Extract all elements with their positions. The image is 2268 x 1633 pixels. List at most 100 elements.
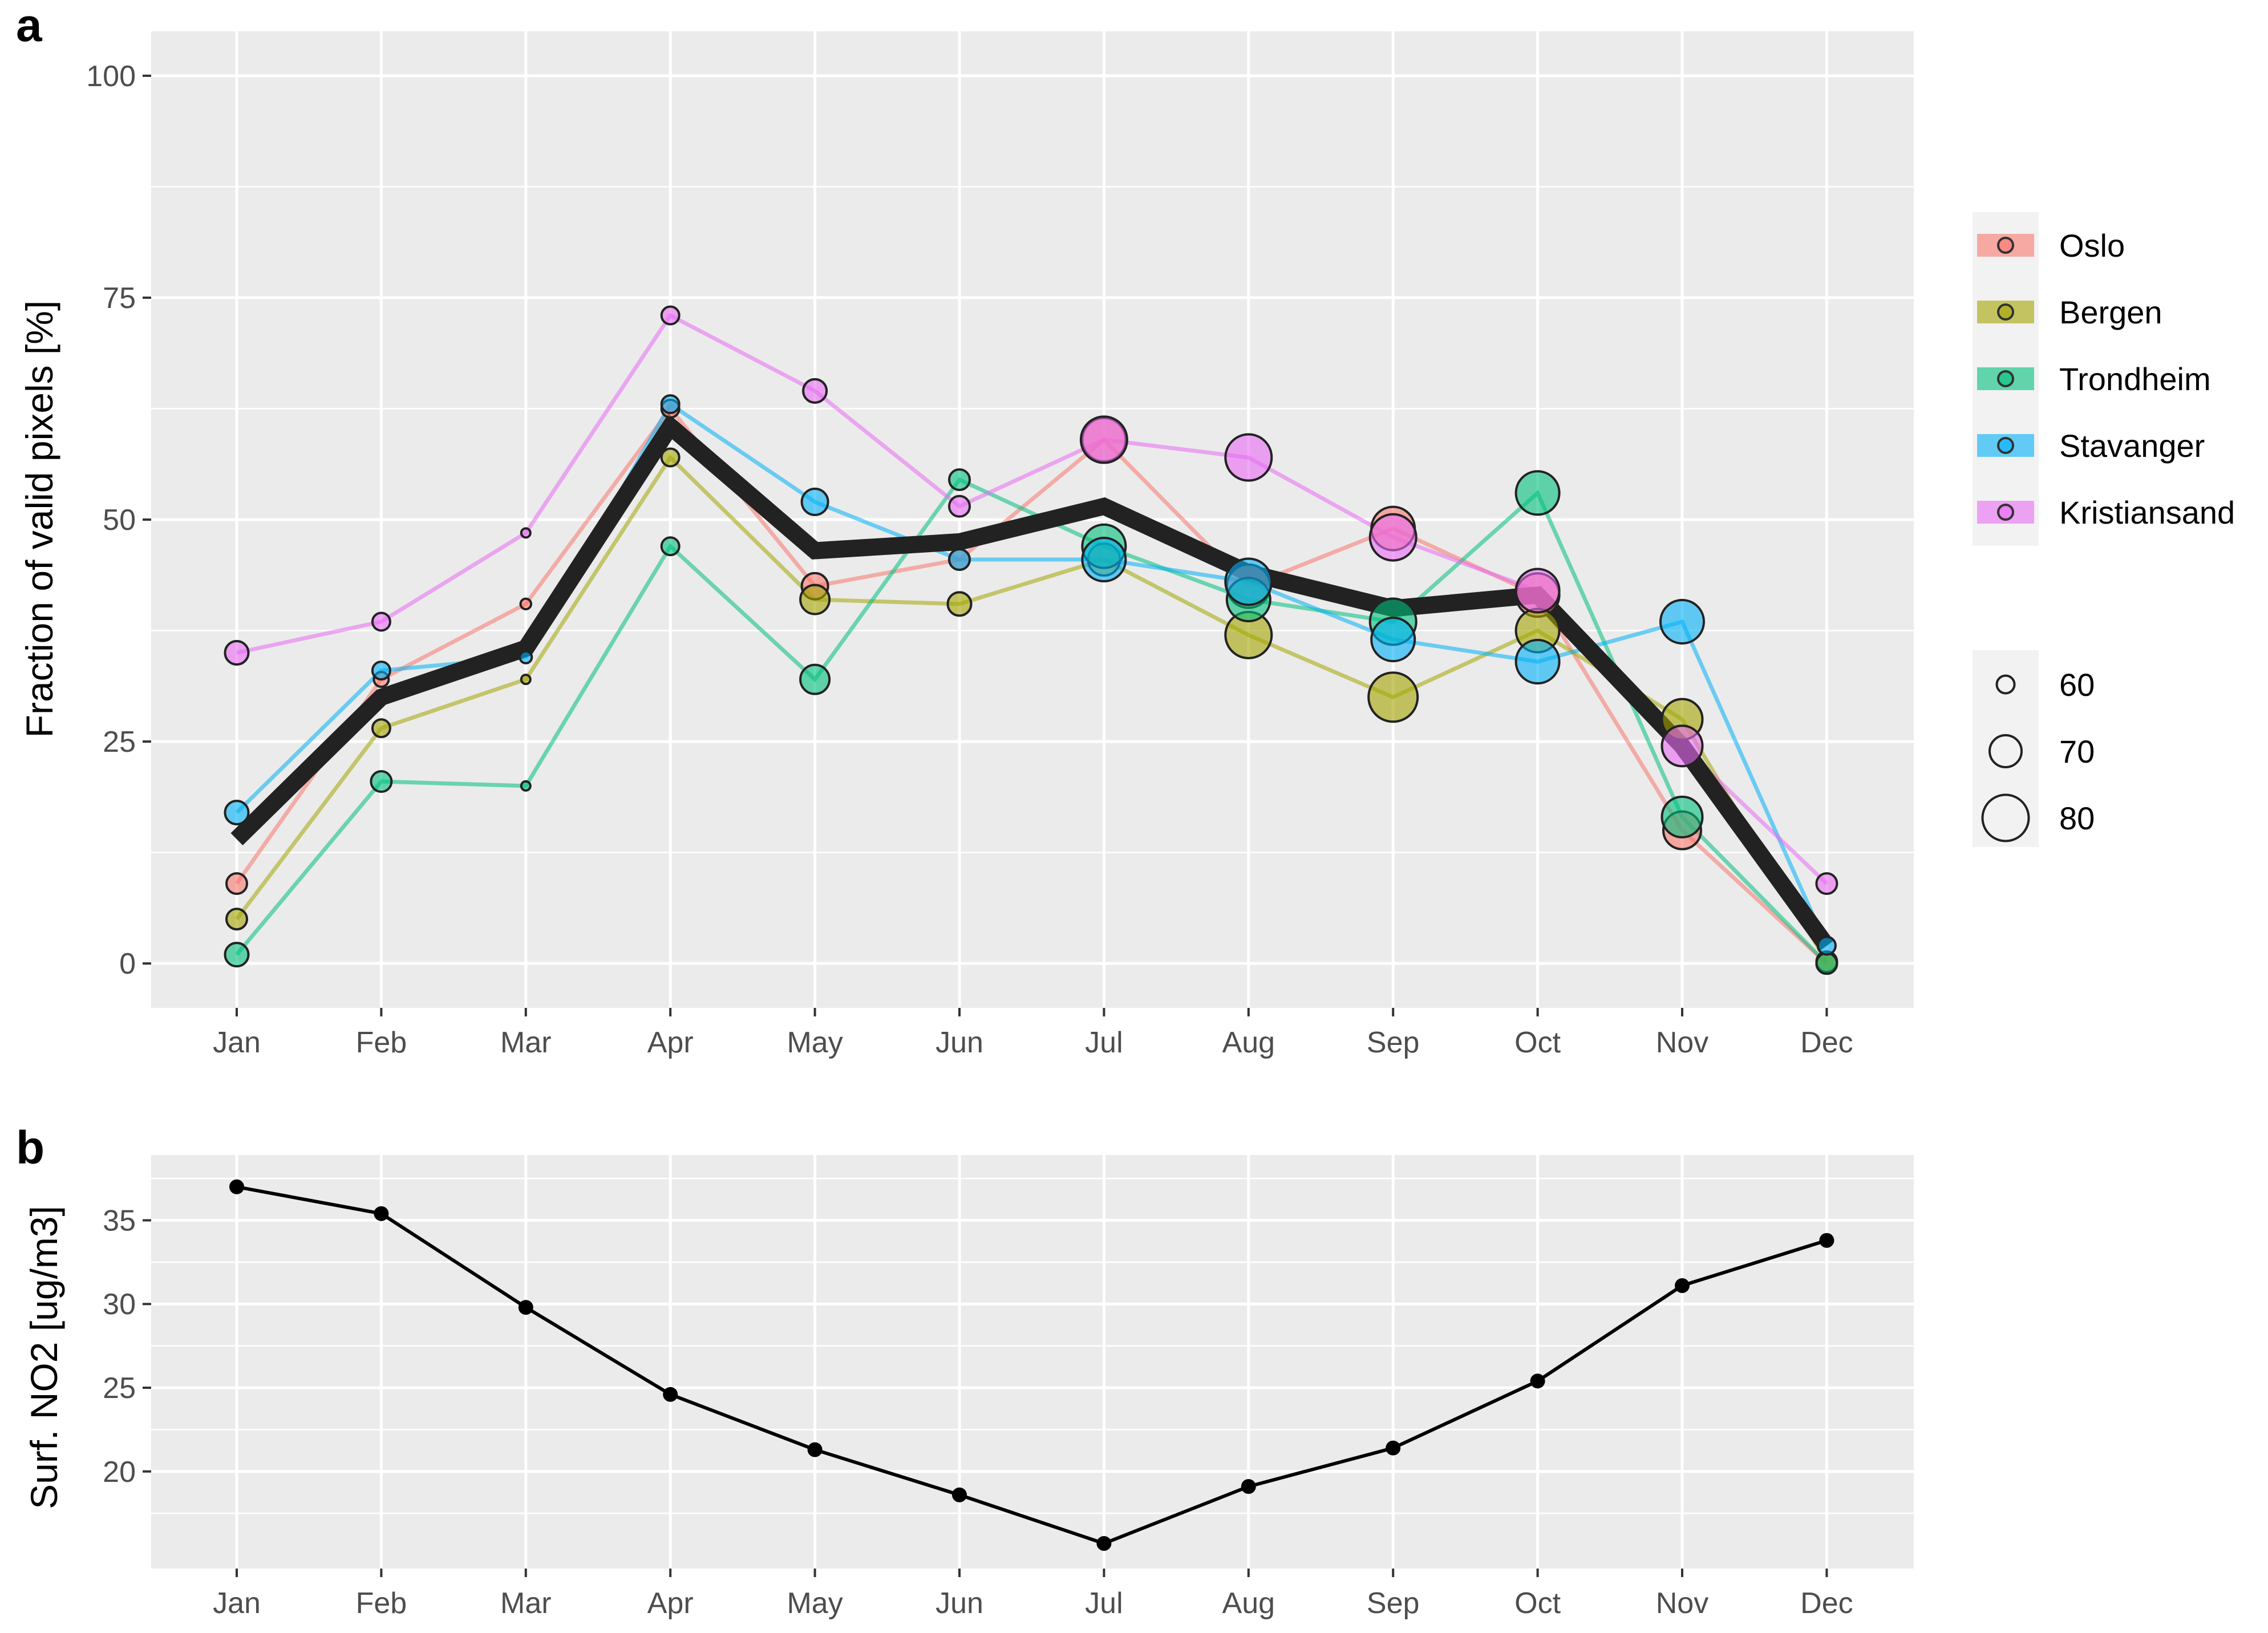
no2-point-jan bbox=[229, 1179, 244, 1194]
panel-b-x-tick-label: Feb bbox=[356, 1587, 407, 1620]
panel-a-x-tick-label: Jul bbox=[1085, 1026, 1123, 1059]
panel-a-series bbox=[230, 313, 1834, 965]
panel-b-x-tick-label: Aug bbox=[1222, 1587, 1275, 1620]
series-line-mean bbox=[230, 414, 1834, 951]
no2-point-oct bbox=[1530, 1373, 1545, 1389]
panel-a-x-tick-label: Jun bbox=[935, 1026, 983, 1059]
point-bergen-jun bbox=[946, 591, 973, 617]
panel-b-tag: b bbox=[16, 1122, 44, 1174]
legend-marker-stavanger bbox=[1997, 437, 2014, 454]
panel-a-chart: 0 25 50 75 100 Jan Feb Mar Apr May Jun Jul Aug Sep Oc… bbox=[18, 31, 1914, 1059]
panel-a-y-tick-label: 50 bbox=[103, 504, 136, 537]
point-kristiansand-jul bbox=[1079, 415, 1128, 464]
point-stavanger-apr bbox=[660, 394, 681, 415]
point-bergen-mar bbox=[520, 674, 532, 686]
no2-point-mar bbox=[518, 1300, 533, 1315]
point-oslo-mar bbox=[519, 597, 533, 611]
point-kristiansand-dec bbox=[1815, 872, 1838, 895]
point-kristiansand-mar bbox=[520, 527, 532, 539]
no2-point-apr bbox=[663, 1387, 678, 1402]
point-bergen-feb bbox=[371, 718, 391, 739]
panel-a-x-tick-label: Feb bbox=[356, 1026, 407, 1059]
panel-b-x-tick-label: Dec bbox=[1800, 1587, 1853, 1620]
point-kristiansand-apr bbox=[660, 305, 681, 326]
panel-a-x-tick-label: Dec bbox=[1800, 1026, 1853, 1059]
legend: Oslo Bergen Trondheim Stavanger Kristiansand… bbox=[1973, 212, 2235, 847]
point-kristiansand-jan bbox=[224, 639, 250, 666]
point-trondheim-mar bbox=[520, 780, 532, 792]
panel-a-y-tick-label: 0 bbox=[119, 947, 136, 980]
series-line-bergen bbox=[235, 454, 1829, 963]
point-bergen-apr bbox=[660, 447, 681, 468]
point-trondheim-jun bbox=[948, 468, 971, 491]
no2-point-feb bbox=[374, 1206, 389, 1221]
point-stavanger-oct bbox=[1514, 639, 1561, 685]
panel-b-background bbox=[151, 1155, 1914, 1569]
panel-b-y-tick-label: 35 bbox=[103, 1204, 136, 1237]
point-stavanger-mar bbox=[519, 650, 533, 664]
panel-b-x-tick-label: Jun bbox=[935, 1587, 983, 1620]
point-stavanger-may bbox=[800, 487, 829, 516]
point-trondheim-oct bbox=[1514, 470, 1561, 516]
point-stavanger-jan bbox=[224, 800, 250, 826]
legend-label-trondheim: Trondheim bbox=[2059, 361, 2211, 397]
legend-label-oslo: Oslo bbox=[2059, 228, 2125, 264]
no2-point-nov bbox=[1675, 1278, 1690, 1293]
no2-point-jul bbox=[1096, 1535, 1112, 1551]
legend-label-kristiansand: Kristiansand bbox=[2059, 495, 2235, 530]
point-oslo-jan bbox=[225, 872, 248, 895]
panel-b-x-ticks: Jan Feb Mar Apr May Jun Jul Aug Sep Oct Nov Dec bbox=[213, 1569, 1853, 1620]
point-trondheim-jan bbox=[224, 942, 250, 968]
point-kristiansand-feb bbox=[371, 611, 391, 632]
panel-b-x-tick-label: Sep bbox=[1367, 1587, 1420, 1620]
panel-b-x-tick-label: May bbox=[787, 1587, 843, 1620]
point-trondheim-nov bbox=[1660, 795, 1704, 838]
no2-point-jun bbox=[952, 1487, 967, 1502]
panel-a-y-tick-label: 100 bbox=[86, 60, 136, 93]
panel-b-x-tick-label: Jan bbox=[213, 1587, 261, 1620]
panel-a-tag: a bbox=[16, 0, 43, 51]
panel-b-y-ticks: 20 25 30 35 bbox=[103, 1204, 151, 1489]
panel-b-grid bbox=[151, 1155, 1914, 1569]
panel-a-x-tick-label: May bbox=[787, 1026, 843, 1059]
panel-a-x-tick-label: Mar bbox=[500, 1026, 552, 1059]
panel-b-x-tick-label: Mar bbox=[500, 1587, 552, 1620]
panel-a-x-tick-label: Jan bbox=[213, 1026, 261, 1059]
legend-label-bergen: Bergen bbox=[2059, 294, 2162, 330]
legend-marker-trondheim bbox=[1997, 370, 2014, 387]
panel-a-y-tick-label: 75 bbox=[103, 282, 136, 315]
panel-a-y-ticks: 0 25 50 75 100 bbox=[86, 60, 151, 980]
panel-b-y-tick-label: 30 bbox=[103, 1288, 136, 1321]
panel-a-x-tick-label: Nov bbox=[1656, 1026, 1708, 1059]
point-stavanger-feb bbox=[371, 661, 391, 681]
point-trondheim-feb bbox=[370, 770, 393, 793]
panel-a-points bbox=[224, 305, 1838, 975]
legend-marker-oslo bbox=[1997, 237, 2014, 254]
legend-size-label-60: 60 bbox=[2059, 667, 2095, 703]
point-trondheim-may bbox=[799, 663, 831, 695]
legend-size-circle-80 bbox=[1981, 793, 2030, 842]
point-bergen-may bbox=[799, 583, 831, 615]
panel-b-x-tick-label: Nov bbox=[1656, 1587, 1708, 1620]
legend-size-circle-70 bbox=[1988, 734, 2023, 768]
point-stavanger-jun bbox=[948, 548, 971, 572]
point-stavanger-aug bbox=[1224, 557, 1273, 606]
panel-b-x-tick-label: Jul bbox=[1085, 1587, 1123, 1620]
panel-a-x-tick-label: Sep bbox=[1367, 1026, 1420, 1059]
panel-a-y-axis-label: Fraction of valid pixels [%] bbox=[18, 301, 60, 738]
point-kristiansand-jun bbox=[948, 495, 971, 518]
legend-size-label-80: 80 bbox=[2059, 800, 2095, 836]
panel-b-chart: 20 25 30 35 Jan Feb Mar Apr May Jun Jul Aug Sep Oct N… bbox=[23, 1155, 1914, 1620]
panel-a-x-ticks: Jan Feb Mar Apr May Jun Jul Aug Sep Oct Nov Dec bbox=[213, 1008, 1853, 1059]
legend-size-circle-60 bbox=[1995, 674, 2016, 695]
panel-a-x-tick-label: Aug bbox=[1222, 1026, 1275, 1059]
legend-label-stavanger: Stavanger bbox=[2059, 428, 2205, 464]
no2-line bbox=[236, 1185, 1828, 1546]
no2-point-sep bbox=[1386, 1440, 1401, 1456]
series-line-trondheim bbox=[235, 477, 1828, 965]
point-stavanger-nov bbox=[1659, 598, 1705, 645]
panel-b-series bbox=[229, 1179, 1834, 1551]
point-kristiansand-nov bbox=[1660, 724, 1704, 768]
legend-marker-kristiansand bbox=[1997, 504, 2014, 521]
